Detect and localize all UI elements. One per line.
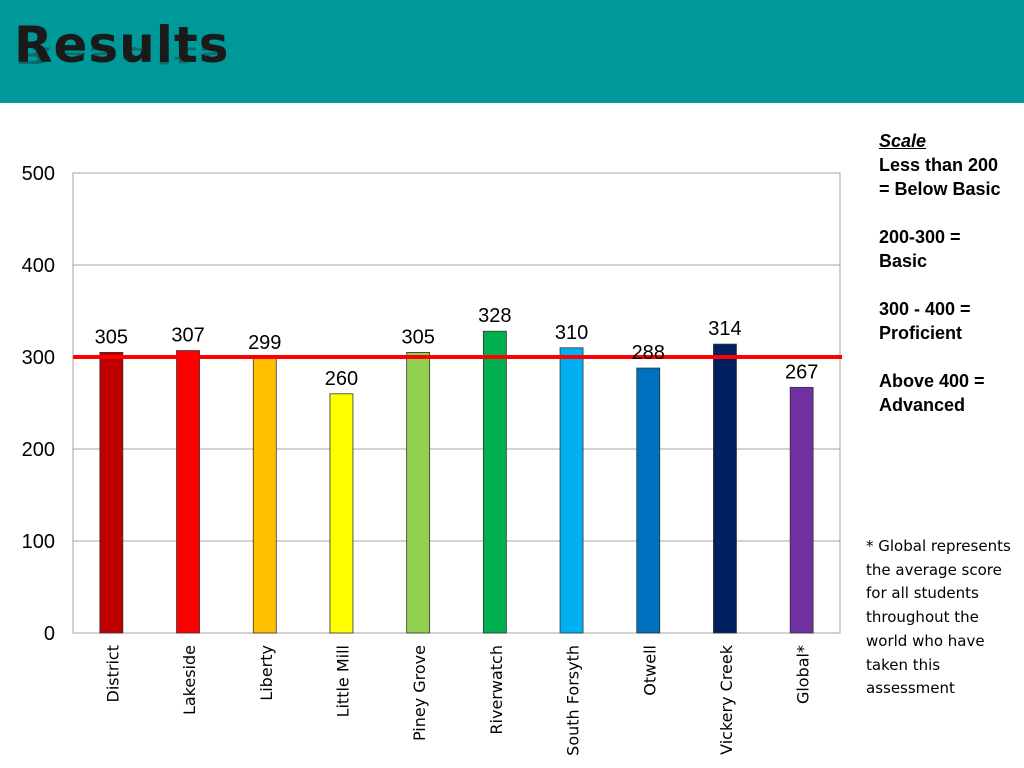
data-label: 307 bbox=[171, 325, 204, 347]
scale-legend: Scale Less than 200 = Below Basic 200-30… bbox=[879, 129, 1019, 417]
bar bbox=[559, 347, 584, 634]
data-label: 267 bbox=[785, 361, 818, 383]
slide-title: Results bbox=[14, 16, 230, 74]
data-label: 314 bbox=[708, 318, 741, 340]
scale-line-basic-2: Basic bbox=[879, 251, 928, 271]
x-tick-label: Lakeside bbox=[180, 645, 199, 715]
scale-line-below-basic-2: = Below Basic bbox=[879, 179, 1001, 199]
scale-line-below-basic-1: Less than 200 bbox=[879, 155, 999, 175]
x-tick-label: Piney Grove bbox=[410, 645, 429, 741]
y-tick-label: 100 bbox=[22, 531, 55, 553]
data-label: 260 bbox=[325, 368, 358, 390]
x-tick-label: Liberty bbox=[257, 645, 276, 701]
data-label: 288 bbox=[632, 342, 665, 364]
bar bbox=[789, 386, 814, 634]
bar-chart: 0 100 200 300 400 500 305 307 299 260 305 328 310 288… bbox=[22, 163, 842, 756]
y-tick-label: 500 bbox=[22, 163, 55, 185]
title-bar: Results Results bbox=[0, 0, 1024, 103]
scale-line-proficient-1: 300 - 400 = bbox=[879, 299, 971, 319]
bar bbox=[482, 330, 507, 634]
y-tick-label: 200 bbox=[22, 439, 55, 461]
scale-line-advanced-1: Above 400 = bbox=[879, 371, 985, 391]
y-tick-label: 400 bbox=[22, 255, 55, 277]
scale-line-advanced-2: Advanced bbox=[879, 395, 966, 415]
data-label: 305 bbox=[401, 326, 434, 348]
x-tick-label: Little Mill bbox=[333, 645, 352, 717]
x-tick-label: Vickery Creek bbox=[717, 644, 736, 755]
y-tick-label: 300 bbox=[22, 347, 55, 369]
y-tick-label: 0 bbox=[44, 623, 55, 645]
bar bbox=[329, 393, 354, 634]
x-tick-label: Riverwatch bbox=[487, 645, 506, 735]
x-tick-label: District bbox=[103, 645, 122, 702]
slide-title-reflection: Results bbox=[14, 41, 230, 68]
data-label: 305 bbox=[95, 326, 128, 348]
x-tick-label: South Forsyth bbox=[564, 645, 583, 756]
bar bbox=[99, 351, 124, 634]
global-footnote: * Global represents the average score fo… bbox=[866, 537, 1011, 698]
data-label: 328 bbox=[478, 305, 511, 327]
bar bbox=[252, 357, 277, 634]
scale-line-basic-1: 200-300 = bbox=[879, 227, 961, 247]
x-tick-label: Otwell bbox=[640, 645, 659, 696]
x-tick-label: Global* bbox=[794, 645, 813, 704]
bar bbox=[636, 367, 661, 634]
scale-heading: Scale bbox=[879, 131, 927, 151]
data-label: 310 bbox=[555, 322, 588, 344]
bar bbox=[713, 343, 737, 634]
bar bbox=[176, 350, 200, 634]
bar bbox=[406, 351, 431, 634]
scale-line-proficient-2: Proficient bbox=[879, 323, 963, 343]
data-label: 299 bbox=[248, 332, 281, 354]
